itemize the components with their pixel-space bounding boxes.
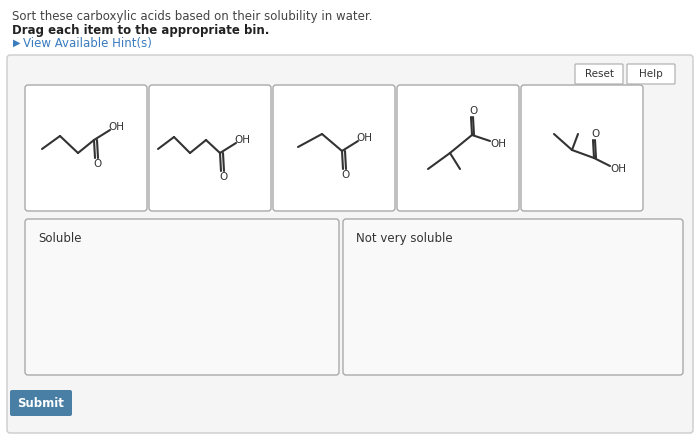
FancyBboxPatch shape xyxy=(521,85,643,211)
Text: Not very soluble: Not very soluble xyxy=(356,232,453,245)
Text: OH: OH xyxy=(108,122,124,132)
FancyBboxPatch shape xyxy=(397,85,519,211)
FancyBboxPatch shape xyxy=(273,85,395,211)
FancyBboxPatch shape xyxy=(149,85,271,211)
FancyBboxPatch shape xyxy=(25,219,339,375)
Text: O: O xyxy=(341,170,349,180)
Text: O: O xyxy=(591,129,599,139)
Text: Help: Help xyxy=(639,69,663,79)
Text: Reset: Reset xyxy=(584,69,613,79)
Text: OH: OH xyxy=(356,133,372,143)
FancyBboxPatch shape xyxy=(575,64,623,84)
Text: O: O xyxy=(469,106,477,116)
Text: View Available Hint(s): View Available Hint(s) xyxy=(23,36,152,49)
FancyBboxPatch shape xyxy=(25,85,147,211)
FancyBboxPatch shape xyxy=(7,55,693,433)
Text: Drag each item to the appropriate bin.: Drag each item to the appropriate bin. xyxy=(12,24,270,37)
FancyBboxPatch shape xyxy=(343,219,683,375)
FancyBboxPatch shape xyxy=(10,390,72,416)
FancyBboxPatch shape xyxy=(627,64,675,84)
Text: O: O xyxy=(93,159,101,169)
Text: Submit: Submit xyxy=(18,396,64,409)
Text: OH: OH xyxy=(234,135,250,145)
Text: O: O xyxy=(219,172,227,182)
Text: ▶: ▶ xyxy=(13,38,20,48)
Text: OH: OH xyxy=(490,139,506,149)
Text: OH: OH xyxy=(610,164,626,174)
Text: Sort these carboxylic acids based on their solubility in water.: Sort these carboxylic acids based on the… xyxy=(12,10,372,23)
Text: Soluble: Soluble xyxy=(38,232,81,245)
